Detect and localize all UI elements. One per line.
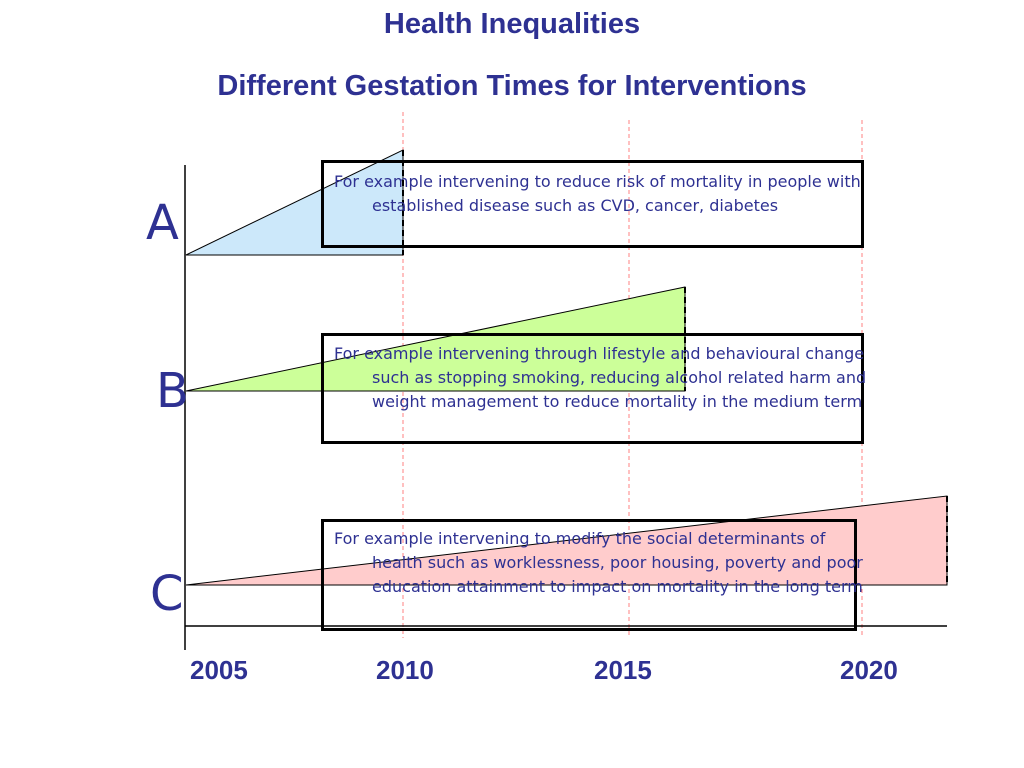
page-subtitle: Different Gestation Times for Interventi… — [217, 70, 807, 102]
description-box-c — [321, 519, 857, 631]
year-label-2015: 2015 — [594, 655, 652, 685]
year-label-2005: 2005 — [190, 655, 248, 685]
row-label-c: C — [150, 566, 184, 622]
row-label-a: A — [146, 195, 179, 251]
description-box-b — [321, 333, 864, 444]
description-box-a — [321, 160, 864, 248]
year-label-2010: 2010 — [376, 655, 434, 685]
description-text-c: For example intervening to modify the so… — [334, 529, 863, 596]
description-text-b: For example intervening through lifestyl… — [334, 344, 867, 411]
row-label-b: B — [156, 363, 189, 419]
page-title: Health Inequalities — [383, 8, 641, 40]
year-label-2020: 2020 — [840, 655, 898, 685]
description-text-a: For example intervening to reduce risk o… — [334, 172, 861, 215]
